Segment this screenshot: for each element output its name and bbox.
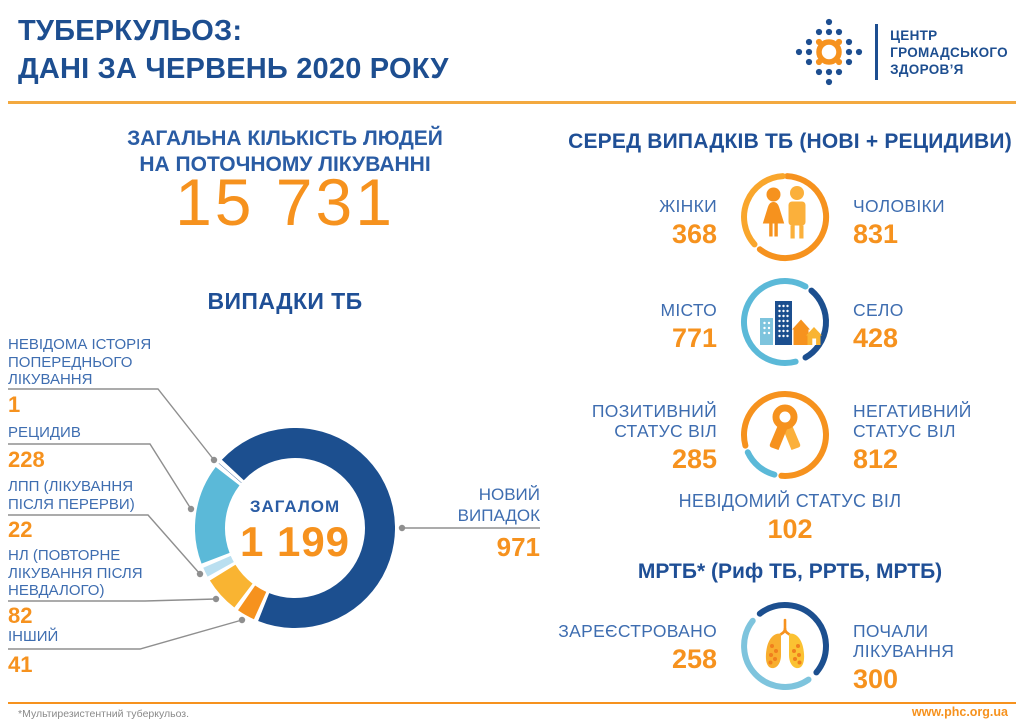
among-tb-cases-heading: СЕРЕД ВИПАДКІВ ТБ (НОВІ + РЕЦИДИВИ) — [568, 130, 1012, 153]
mdr-registered-stat: ЗАРЕЄСТРОВАНО 258 — [545, 621, 717, 675]
mdr-registered-value: 258 — [671, 644, 717, 674]
tb-cases-heading: ВИПАДКИ ТБ — [207, 288, 363, 314]
hiv-unknown-label: НЕВІДОМИЙ СТАТУС ВІЛ — [678, 491, 902, 511]
callout-treatment-after-interruption-value: 22 — [8, 517, 33, 542]
callout-other-label: ІНШИЙ — [8, 628, 59, 645]
callout-retreatment-after-failure-label: НЛ (ПОВТОРНЕ ЛІКУВАННЯ ПІСЛЯ НЕВДАЛОГО) — [8, 547, 143, 599]
callout-new-case-value: 971 — [496, 532, 540, 562]
total-on-treatment-value: 15 731 — [175, 165, 395, 239]
mdr-tb-heading: МРТБ* (Риф ТБ, РРТБ, МРТБ) — [637, 560, 943, 583]
page-title-line2: ДАНІ ЗА ЧЕРВЕНЬ 2020 РОКУ — [18, 53, 449, 85]
mdr-started-treatment-value: 300 — [853, 664, 899, 694]
phc-logo-dots-icon — [796, 18, 863, 86]
hiv-positive-stat: ПОЗИТИВНИЙ СТАТУС ВІЛ 285 — [545, 401, 717, 475]
village-stat: СЕЛО 428 — [853, 300, 1024, 354]
total-on-treatment-heading: ЗАГАЛЬНА КІЛЬКІСТЬ ЛЮДЕЙ НА ПОТОЧНОМУ ЛІ… — [127, 127, 443, 176]
female-male-icon — [741, 173, 830, 262]
donut-center-label: ЗАГАЛОМ — [249, 497, 341, 516]
callout-unknown-history-label: НЕВІДОМА ІСТОРІЯ ПОПЕРЕДНЬОГО ЛІКУВАННЯ — [8, 336, 152, 388]
women-stat: ЖІНКИ 368 — [545, 196, 717, 250]
women-label: ЖІНКИ — [659, 196, 717, 216]
callout-unknown-history-value: 1 — [8, 392, 21, 417]
hiv-positive-label: ПОЗИТИВНИЙ СТАТУС ВІЛ — [591, 401, 717, 441]
city-value: 771 — [671, 323, 717, 353]
phc-website-link[interactable]: www.phc.org.ua — [911, 705, 1008, 719]
women-value: 368 — [671, 219, 717, 249]
donut-center: ЗАГАЛОМ 1 199 — [215, 497, 375, 566]
page-title-line1: ТУБЕРКУЛЬОЗ: — [18, 15, 243, 47]
men-value: 831 — [853, 219, 899, 249]
hiv-negative-label: НЕГАТИВНИЙ СТАТУС ВІЛ — [853, 401, 972, 441]
callout-relapse-label: РЕЦИДИВ — [8, 424, 81, 441]
header-divider — [8, 101, 1016, 104]
phc-logo: ЦЕНТР ГРОМАДСЬКОГО ЗДОРОВ’Я — [793, 16, 1008, 88]
hiv-negative-value: 812 — [853, 444, 899, 474]
footer-footnote: *Мультирезистентний туберкульоз. — [18, 708, 190, 720]
hiv-negative-stat: НЕГАТИВНИЙ СТАТУС ВІЛ 812 — [853, 401, 1024, 475]
logo-divider — [875, 24, 879, 80]
tb-cases-donut-chart — [195, 428, 395, 628]
lungs-icon — [741, 602, 829, 690]
footer-divider — [8, 702, 1016, 704]
city-label: МІСТО — [660, 300, 717, 320]
mdr-registered-label: ЗАРЕЄСТРОВАНО — [558, 621, 717, 641]
donut-center-value: 1 199 — [239, 518, 351, 565]
page-title: ТУБЕРКУЛЬОЗ: ДАНІ ЗА ЧЕРВЕНЬ 2020 РОКУ — [18, 12, 449, 88]
village-value: 428 — [853, 323, 899, 353]
mdr-started-treatment-label: ПОЧАЛИ ЛІКУВАННЯ — [853, 621, 955, 661]
hiv-positive-value: 285 — [671, 444, 717, 474]
callout-retreatment-after-failure-value: 82 — [8, 603, 33, 628]
city-stat: МІСТО 771 — [545, 300, 717, 354]
hiv-unknown-value: 102 — [767, 514, 813, 544]
city-village-icon — [741, 278, 830, 366]
callout-treatment-after-interruption-label: ЛПП (ЛІКУВАННЯ ПІСЛЯ ПЕРЕРВИ) — [8, 478, 135, 513]
mdr-started-treatment-stat: ПОЧАЛИ ЛІКУВАННЯ 300 — [853, 621, 1024, 695]
callout-new-case-label: НОВИЙ ВИПАДОК — [457, 485, 540, 525]
logo-text: ЦЕНТР ГРОМАДСЬКОГО ЗДОРОВ’Я — [890, 27, 1008, 77]
men-label: ЧОЛОВІКИ — [853, 196, 945, 216]
village-label: СЕЛО — [853, 300, 904, 320]
hiv-unknown-stat: НЕВІДОМИЙ СТАТУС ВІЛ 102 — [555, 491, 1024, 545]
callout-relapse-value: 228 — [8, 447, 45, 472]
callout-other-value: 41 — [8, 652, 33, 677]
men-stat: ЧОЛОВІКИ 831 — [853, 196, 1024, 250]
hiv-ribbon-icon — [741, 390, 829, 479]
